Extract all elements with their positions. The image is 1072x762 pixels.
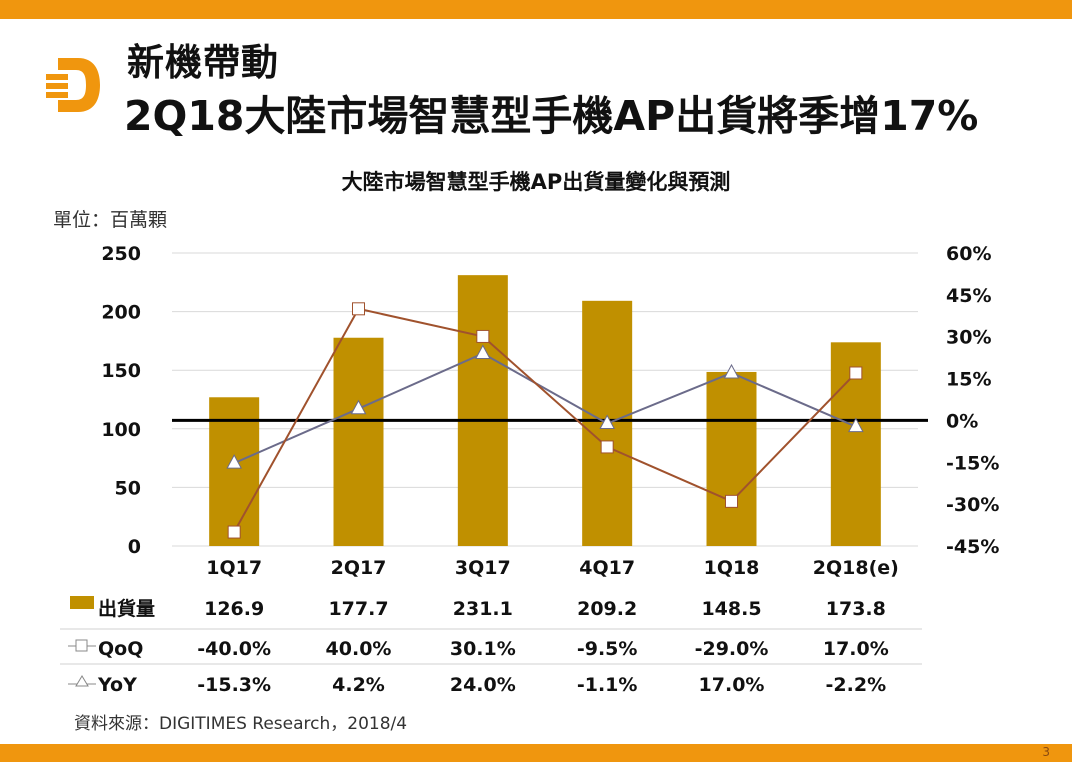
slide-title-line1: 新機帶動: [127, 41, 279, 84]
yoy-marker: [226, 454, 243, 469]
table-cell: -40.0%: [197, 638, 271, 660]
page-number: 3: [1042, 745, 1050, 759]
table-cell: -15.3%: [197, 674, 271, 696]
table-cell: 17.0%: [823, 638, 889, 660]
table-cell: 173.8: [826, 598, 886, 620]
bottom-accent-bar: [0, 744, 1072, 762]
left-axis-tick: 0: [128, 536, 141, 558]
table-row-label: YoY: [97, 674, 137, 696]
table-cell: 24.0%: [450, 674, 516, 696]
left-axis-tick: 100: [101, 419, 141, 441]
yoy-marker: [599, 414, 616, 429]
category-label: 4Q17: [579, 557, 635, 579]
category-label: 1Q17: [206, 557, 262, 579]
source-note: 資料來源：DIGITIMES Research，2018/4: [74, 714, 408, 734]
table-cell: 17.0%: [699, 674, 765, 696]
right-axis-tick: -30%: [946, 494, 999, 516]
table-cell: 30.1%: [450, 638, 516, 660]
qoq-marker: [227, 525, 241, 539]
table-cell: -29.0%: [695, 638, 769, 660]
qoq-marker: [352, 302, 365, 316]
qoq-marker: [600, 440, 614, 454]
table-cell: -2.2%: [826, 674, 887, 696]
top-accent-bar: [0, 0, 1072, 19]
unit-label: 單位：百萬顆: [53, 209, 168, 231]
category-label: 2Q17: [331, 557, 387, 579]
right-axis-tick: 30%: [946, 327, 991, 349]
table-cell: 4.2%: [332, 674, 385, 696]
digitimes-logo-icon: [46, 58, 100, 112]
table-cell: 209.2: [577, 598, 637, 620]
table-row-label: 出貨量: [98, 597, 155, 620]
right-axis-tick: -45%: [946, 536, 999, 558]
category-label: 3Q17: [455, 557, 511, 579]
table-row-label: QoQ: [98, 638, 143, 660]
left-axis-tick: 200: [101, 302, 141, 324]
qoq-marker: [849, 366, 863, 380]
yoy-marker: [847, 417, 864, 433]
category-label: 1Q18: [704, 557, 760, 579]
slide-title-line2: 2Q18大陸市場智慧型手機AP出貨將季增17%: [124, 92, 979, 140]
qoq-line: [233, 307, 857, 533]
right-axis-tick: -15%: [946, 452, 999, 474]
right-axis-tick: 15%: [946, 369, 991, 391]
table-cell: 148.5: [701, 598, 761, 620]
yoy-line: [233, 352, 857, 465]
qoq-marker: [476, 329, 490, 343]
bar-2Q17: [333, 337, 384, 546]
table-cell: -1.1%: [577, 674, 638, 696]
left-axis-tick: 250: [101, 243, 141, 265]
table-cell: 177.7: [328, 598, 388, 620]
left-axis-tick: 150: [101, 360, 141, 382]
right-axis-tick: 0%: [946, 410, 978, 432]
legend-bar-swatch: [70, 596, 94, 609]
qoq-marker: [725, 494, 738, 508]
table-cell: 231.1: [453, 598, 513, 620]
yoy-marker: [474, 344, 491, 359]
bar-3Q17: [457, 275, 508, 546]
left-axis-tick: 50: [115, 477, 141, 499]
table-cell: 40.0%: [326, 638, 392, 660]
table-cell: -9.5%: [577, 638, 638, 660]
legend-yoy-triangle-icon: [75, 675, 89, 687]
category-label: 2Q18(e): [813, 557, 899, 579]
chart-title: 大陸市場智慧型手機AP出貨量變化與預測: [341, 170, 731, 194]
table-cell: 126.9: [204, 598, 264, 620]
right-axis-tick: 60%: [946, 243, 991, 265]
right-axis-tick: 45%: [946, 285, 991, 307]
bar-1Q17: [209, 397, 260, 546]
yoy-marker: [350, 399, 367, 415]
yoy-marker: [723, 363, 740, 379]
legend-qoq-square-icon: [75, 639, 88, 652]
bar-1Q18: [706, 371, 757, 546]
